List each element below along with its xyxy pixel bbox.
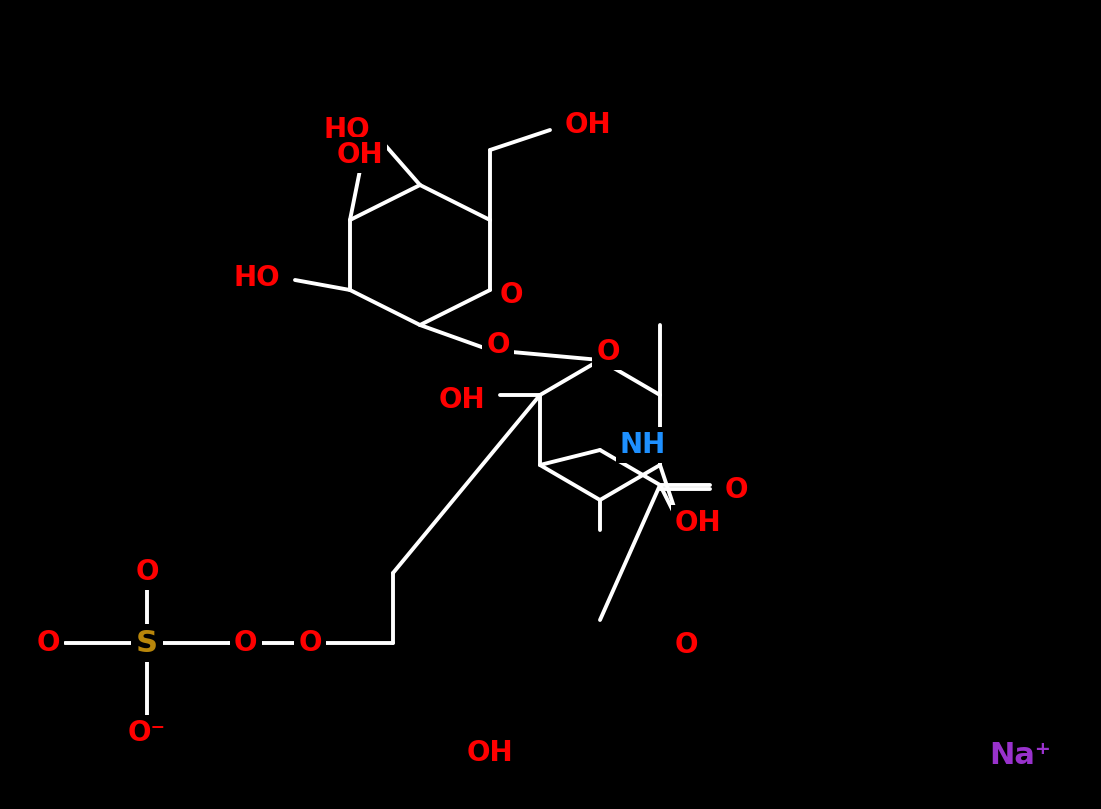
Text: O: O (675, 631, 698, 659)
Text: NH: NH (620, 431, 666, 459)
Text: OH: OH (438, 386, 486, 414)
Text: OH: OH (565, 111, 612, 139)
Text: HO: HO (233, 264, 280, 292)
Text: O: O (487, 331, 510, 359)
Text: OH: OH (675, 509, 721, 537)
Text: OH: OH (467, 739, 513, 767)
Text: O: O (597, 338, 620, 366)
Text: O: O (724, 476, 749, 504)
Text: O: O (298, 629, 321, 657)
Text: O: O (500, 281, 523, 309)
Text: O⁻: O⁻ (128, 719, 166, 747)
Text: HO: HO (324, 116, 370, 144)
Text: Na⁺: Na⁺ (989, 740, 1051, 769)
Text: O: O (36, 629, 59, 657)
Text: O: O (235, 629, 258, 657)
Text: S: S (137, 629, 159, 658)
Text: O: O (135, 558, 159, 586)
Text: OH: OH (337, 141, 383, 169)
